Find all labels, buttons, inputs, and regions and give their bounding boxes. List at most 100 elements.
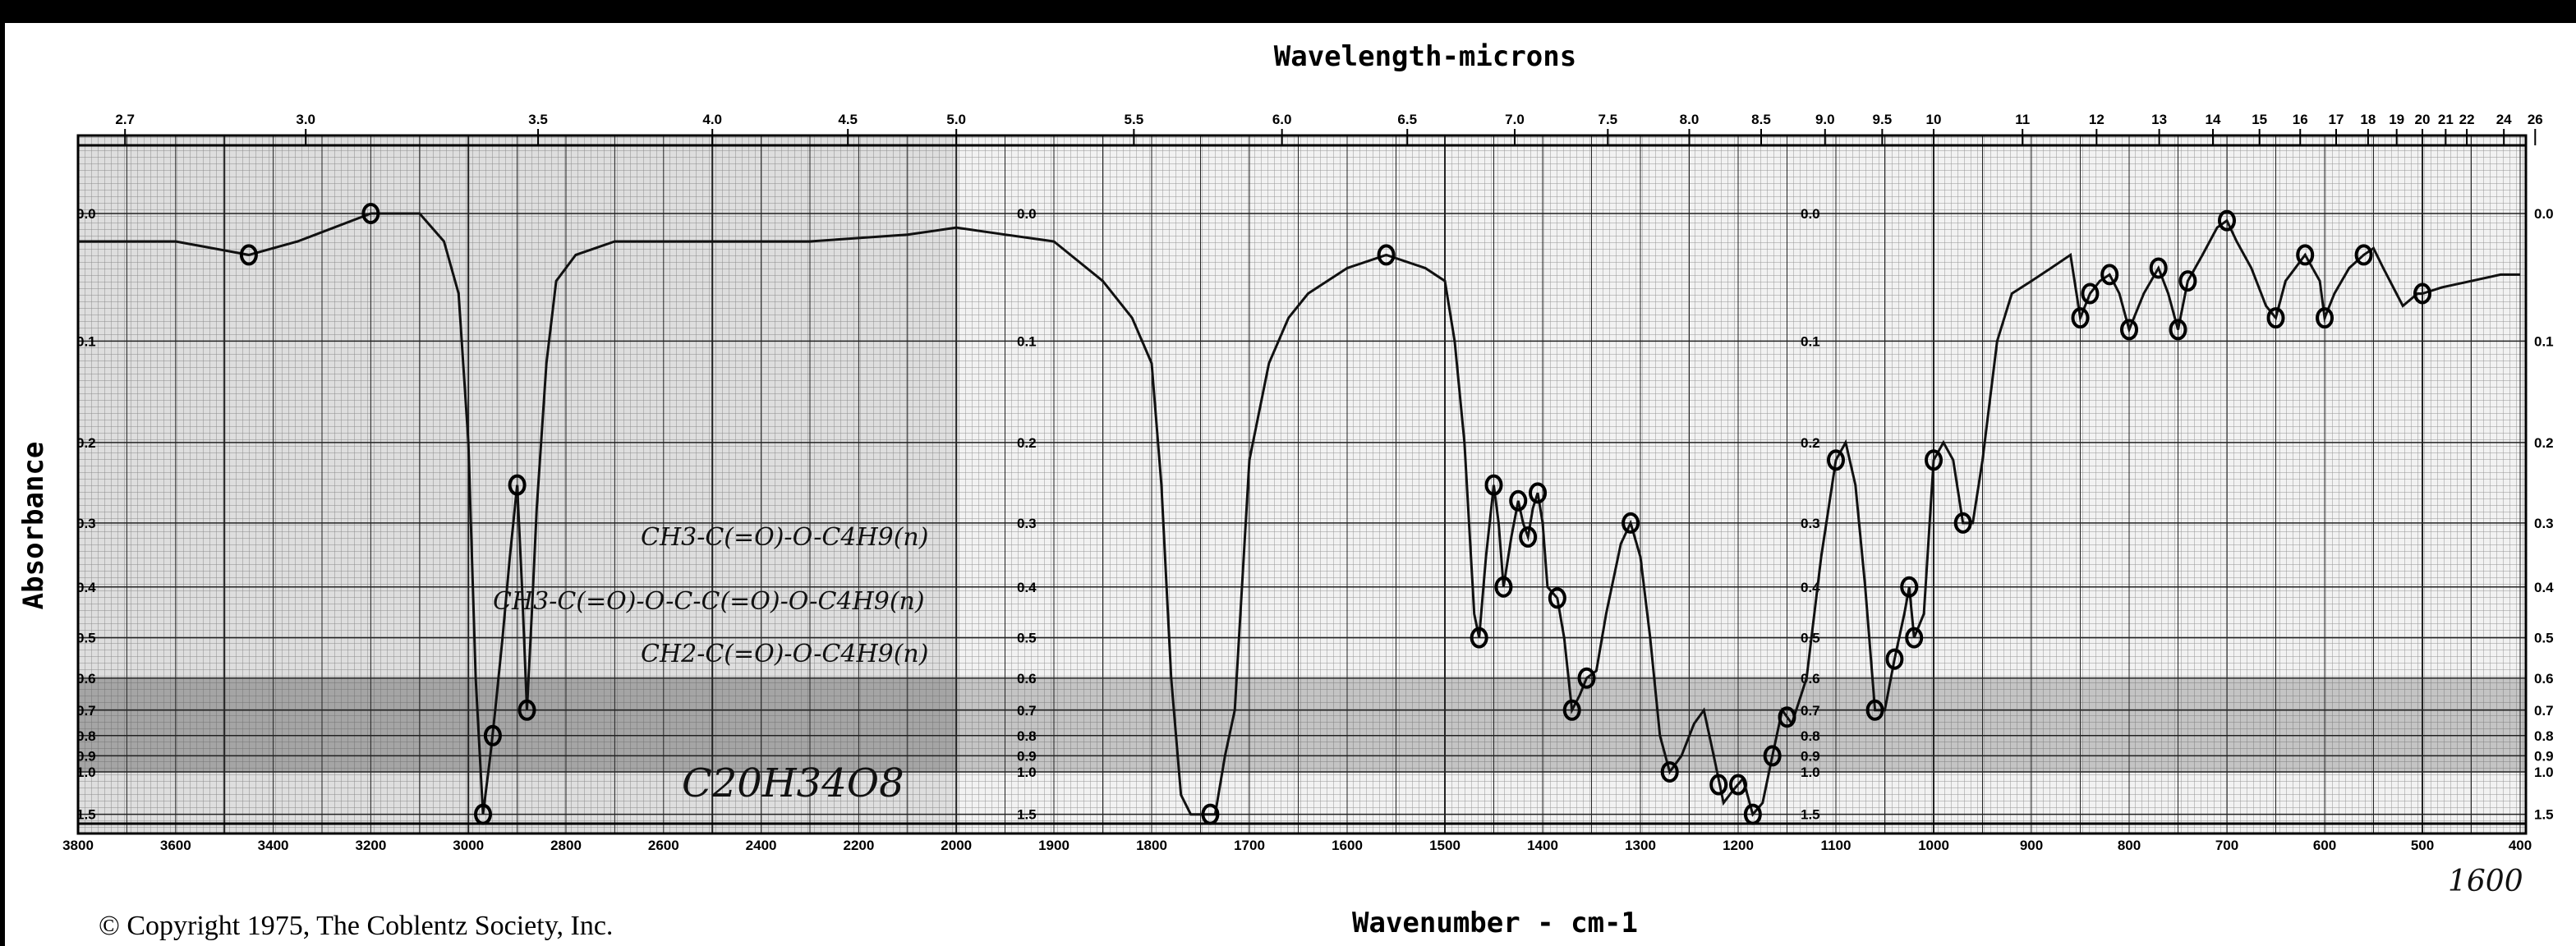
molecular-formula: C20H34O8 [682,760,904,806]
micron-tick-label: 3.5 [528,112,548,127]
micron-tick-label: 13 [2151,112,2167,127]
micron-tick-label: 3.0 [296,112,315,127]
y-tick-label: 0.2 [1801,435,1820,451]
y-tick-label: 0.3 [1017,516,1037,531]
peak-marker [508,474,527,496]
peak-marker [2296,244,2315,266]
peak-marker [1778,706,1796,728]
top-axis-title: Wavelength-microns [1274,40,1576,73]
y-tick-label: 0.4 [2534,580,2554,595]
micron-tick-label: 22 [2459,112,2475,127]
y-tick-label: 0.7 [76,703,96,719]
micron-tick-label: 14 [2206,112,2221,127]
micron-tick-label: 5.0 [946,112,966,127]
y-tick-label: 1.5 [76,807,96,823]
peak-marker [1484,474,1503,496]
peak-marker [1865,699,1884,721]
peak-marker [1905,627,1924,649]
y-tick-label: 0.0 [2534,206,2554,222]
y-tick-label: 0.0 [76,206,96,222]
y-tick-label: 0.5 [2534,631,2554,646]
peak-marker [2071,307,2090,329]
y-tick-label: 0.5 [76,631,96,646]
x-tick-label: 2600 [648,838,679,853]
peak-marker [1709,774,1728,796]
peak-marker [1201,803,1220,825]
peak-marker [1660,761,1679,783]
x-tick-label: 700 [2215,838,2238,853]
micron-tick-label: 24 [2496,112,2512,127]
x-axis-title: Wavenumber - cm-1 [1352,907,1638,939]
x-tick-label: 1000 [1918,838,1949,853]
y-tick-label: 0.1 [76,333,96,349]
spectrum-line [78,212,2520,817]
y-tick-label: 0.8 [76,728,96,744]
formula-line1: CH3-C(=O)-O-C4H9(n) [641,523,928,552]
micron-tick-label: 26 [2528,112,2543,127]
y-tick-label: 0.9 [1017,748,1037,764]
micron-tick-label: 15 [2252,112,2267,127]
x-tick-label: 600 [2313,838,2336,853]
scan-left-border [0,0,5,946]
x-tick-label: 1500 [1429,838,1460,853]
x-tick-label: 800 [2118,838,2141,853]
peak-marker [361,203,380,224]
x-tick-label: 1400 [1527,838,1558,853]
peak-marker [1577,667,1596,689]
micron-tick-label: 20 [2415,112,2431,127]
y-tick-label: 0.0 [1801,206,1820,222]
micron-tick-label: 8.0 [1680,112,1700,127]
x-tick-label: 1300 [1625,838,1656,853]
y-tick-label: 0.9 [1801,748,1820,764]
micron-tick-label: 19 [2389,112,2404,127]
y-tick-label: 0.3 [1801,516,1820,531]
handwritten-number: 1600 [2448,865,2523,898]
peak-marker [1925,449,1943,471]
x-tick-label: 3800 [62,838,94,853]
y-tick-label: 0.2 [76,435,96,451]
x-tick-label: 2000 [941,838,972,853]
micron-tick-label: 11 [2015,112,2030,127]
peak-marker [2354,244,2373,266]
peak-marker [1763,745,1782,767]
peak-marker [2178,270,2197,292]
micron-tick-label: 9.0 [1815,112,1835,127]
y-tick-label: 0.4 [1801,580,1820,595]
micron-tick-label: 12 [2089,112,2104,127]
peak-marker [2218,209,2236,232]
x-tick-label: 1200 [1723,838,1754,853]
peak-marker [239,244,258,266]
y-tick-label: 0.6 [2534,671,2554,687]
micron-tick-label: 21 [2438,112,2454,127]
x-tick-label: 1700 [1234,838,1265,853]
x-tick-label: 1100 [1821,838,1852,853]
peak-marker [1548,587,1566,609]
peak-marker [2120,319,2138,341]
formula-line3: CH2-C(=O)-O-C4H9(n) [641,640,928,668]
x-tick-label: 3600 [160,838,191,853]
y-tick-label: 1.0 [1017,765,1037,780]
y-tick-label: 0.7 [1017,703,1037,719]
peak-marker [1622,512,1640,534]
peak-marker [1519,526,1538,548]
y-tick-label: 0.1 [2534,333,2554,349]
y-tick-label: 0.1 [1801,333,1820,349]
copyright-notice: © Copyright 1975, The Coblentz Society, … [99,911,613,941]
y-tick-label: 0.9 [2534,748,2554,764]
micron-tick-label: 17 [2329,112,2344,127]
peak-marker [2169,319,2187,341]
peak-marker [2081,282,2100,305]
micron-tick-label: 8.5 [1751,112,1771,127]
y-tick-label: 0.8 [2534,728,2554,744]
formula-line2: CH3-C(=O)-O-C-C(=O)-O-C4H9(n) [493,587,925,616]
peak-marker [1743,803,1762,825]
y-tick-label: 0.8 [1801,728,1820,744]
y-axis-title: Absorbance [17,442,50,610]
micron-tick-label: 16 [2293,112,2308,127]
peak-marker [2266,307,2285,329]
x-tick-label: 3200 [355,838,386,853]
peak-marker [1529,482,1548,504]
x-tick-label: 500 [2411,838,2434,853]
x-tick-label: 3400 [258,838,289,853]
y-tick-label: 0.7 [2534,703,2554,719]
